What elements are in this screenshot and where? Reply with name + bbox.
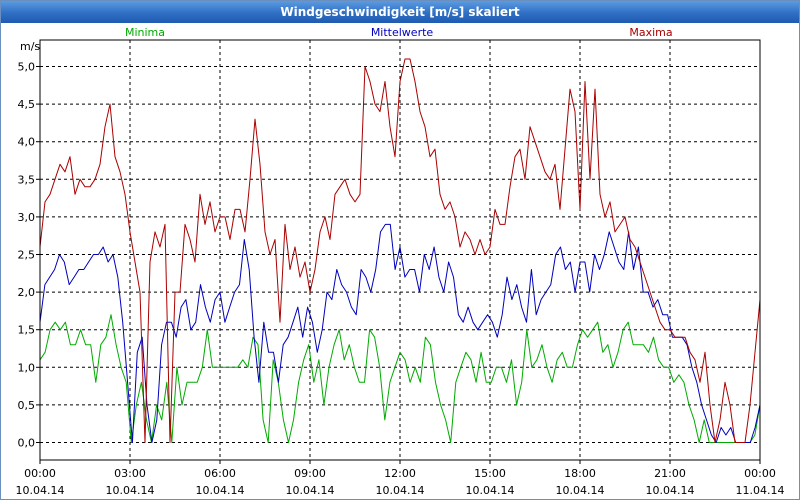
plot-frame — [39, 39, 761, 461]
legend-item-mittelwerte: Mittelwerte — [371, 26, 434, 39]
chart-title: Windgeschwindigkeit [m/s] skaliert — [1, 1, 799, 23]
y-tick-label: 4,5 — [18, 98, 36, 111]
x-tick-date: 10.04.14 — [466, 484, 515, 497]
x-tick-date: 11.04.14 — [736, 484, 785, 497]
series-line-maxima — [39, 58, 761, 443]
x-tick-date: 10.04.14 — [16, 484, 65, 497]
x-tick-date: 10.04.14 — [106, 484, 155, 497]
x-tick-date: 10.04.14 — [376, 484, 425, 497]
y-tick-label: 5,0 — [18, 61, 36, 74]
y-tick-label: 3,0 — [18, 211, 36, 224]
y-tick-label: 0,5 — [18, 399, 36, 412]
x-tick-time: 12:00 — [384, 467, 416, 480]
x-tick-time: 00:00 — [24, 467, 56, 480]
grid — [40, 40, 760, 460]
legend: Minima Mittelwerte Maxima — [125, 26, 673, 39]
x-tick-time: 18:00 — [564, 467, 596, 480]
y-tick-label: 3,5 — [18, 173, 36, 186]
y-tick-label: 4,0 — [18, 136, 36, 149]
x-tick-time: 15:00 — [474, 467, 506, 480]
y-tick-label: 2,0 — [18, 286, 36, 299]
x-tick-time: 00:00 — [744, 467, 776, 480]
y-axis-label: m/s — [20, 40, 40, 53]
y-tick-label: 0,0 — [18, 437, 36, 450]
y-tick-label: 1,0 — [18, 361, 36, 374]
x-tick-date: 10.04.14 — [196, 484, 245, 497]
y-tick-label: 1,5 — [18, 324, 36, 337]
x-tick-date: 10.04.14 — [556, 484, 605, 497]
x-tick-time: 06:00 — [204, 467, 236, 480]
x-tick-date: 10.04.14 — [286, 484, 335, 497]
legend-item-minima: Minima — [125, 26, 165, 39]
x-tick-time: 21:00 — [654, 467, 686, 480]
y-tick-label: 2,5 — [18, 249, 36, 262]
series-lines — [39, 58, 761, 443]
x-tick-time: 09:00 — [294, 467, 326, 480]
x-tick-time: 03:00 — [114, 467, 146, 480]
series-line-minima — [39, 314, 761, 443]
axes: 0,0 0,5 1,0 1,5 2,0 2,5 3,0 3,5 4,0 4,5 5,0 00:00 10… — [16, 39, 785, 497]
x-tick-date: 10.04.14 — [646, 484, 695, 497]
legend-item-maxima: Maxima — [629, 26, 672, 39]
